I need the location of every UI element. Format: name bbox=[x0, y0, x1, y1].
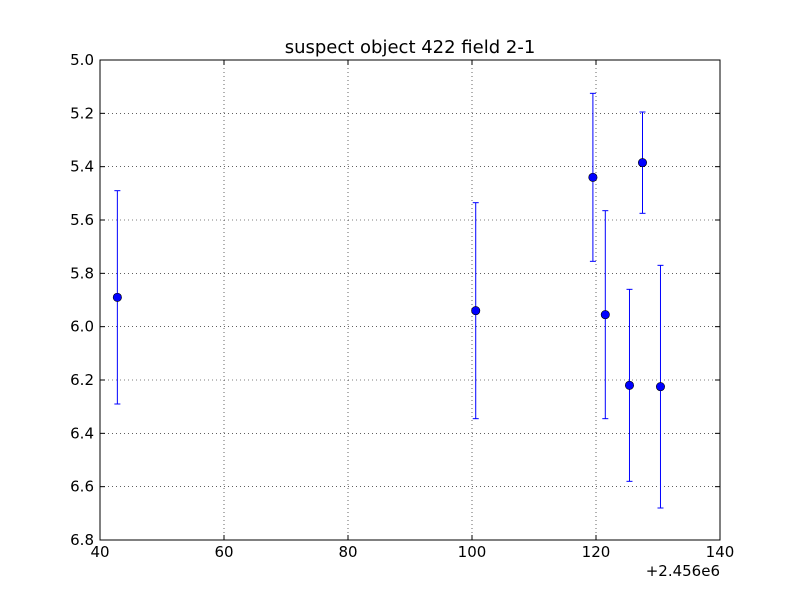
data-point bbox=[600, 310, 610, 320]
x-tick-label: 100 bbox=[458, 543, 487, 561]
x-tick-label: 140 bbox=[706, 543, 735, 561]
data-point bbox=[588, 172, 598, 182]
y-tick-label: 6.4 bbox=[70, 424, 94, 442]
x-tick-label: 40 bbox=[90, 543, 109, 561]
data-point bbox=[112, 292, 122, 302]
y-tick-label: 6.2 bbox=[70, 371, 94, 389]
data-series bbox=[112, 92, 665, 509]
x-axis-offset-label: +2.456e6 bbox=[646, 562, 720, 580]
data-point bbox=[624, 380, 634, 390]
y-tick-label: 5.0 bbox=[70, 51, 94, 69]
plot-frame bbox=[99, 59, 721, 541]
x-tick-label: 80 bbox=[338, 543, 357, 561]
data-point bbox=[637, 158, 647, 168]
y-tick-label: 5.2 bbox=[70, 104, 94, 122]
y-tick-label: 6.8 bbox=[70, 531, 94, 549]
y-tick-label: 6.0 bbox=[70, 318, 94, 336]
data-point bbox=[655, 382, 665, 392]
x-tick-label: 60 bbox=[214, 543, 233, 561]
y-tick-label: 6.6 bbox=[70, 478, 94, 496]
chart-title: suspect object 422 field 2-1 bbox=[285, 37, 536, 58]
y-tick-label: 5.6 bbox=[70, 211, 94, 229]
axis-ticks: 40 60 80 100 120 140 5.0 5.2 5.4 5.6 5.8 6.0 6.2 6.4 6… bbox=[70, 51, 734, 561]
y-tick-label: 5.8 bbox=[70, 264, 94, 282]
data-point bbox=[471, 306, 481, 316]
x-tick-label: 120 bbox=[582, 543, 611, 561]
grid bbox=[100, 60, 720, 540]
y-tick-label: 5.4 bbox=[70, 158, 94, 176]
